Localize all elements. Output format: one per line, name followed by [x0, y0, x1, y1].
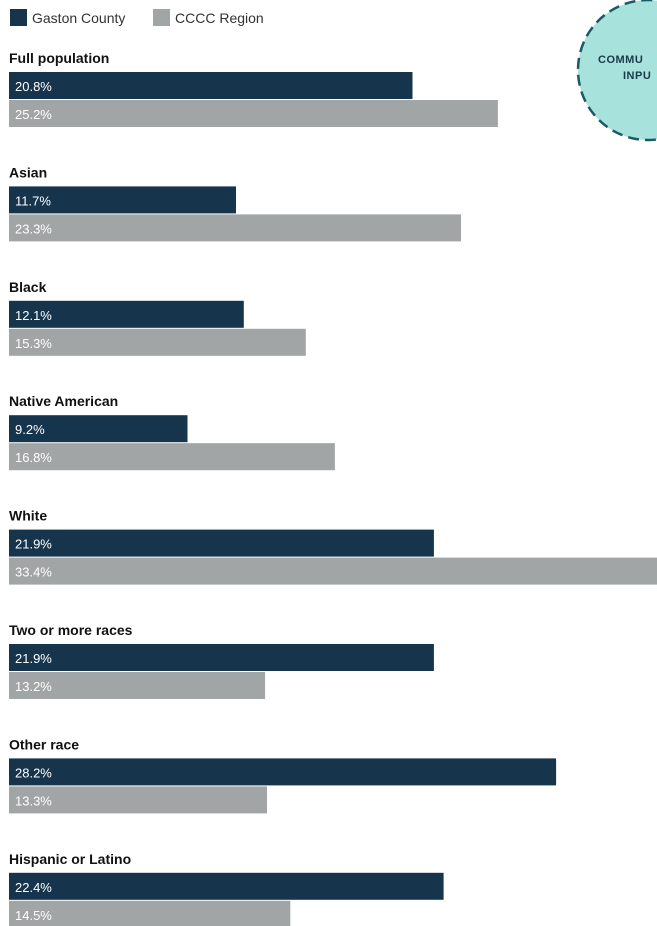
- value-label-cccc-region: 13.3%: [15, 793, 52, 808]
- bar-gaston-county: [9, 529, 434, 557]
- bar-cccc-region: [9, 214, 461, 242]
- category-label: Two or more races: [9, 622, 133, 638]
- category-group: Native American 9.2% 16.8%: [9, 393, 335, 471]
- bar-cccc-region: [9, 672, 266, 699]
- value-label-gaston-county: 12.1%: [15, 308, 52, 323]
- category-group: Full population 20.8% 25.2%: [9, 50, 498, 127]
- value-label-cccc-region: 13.2%: [15, 679, 52, 694]
- legend-swatch-2: [153, 9, 170, 26]
- category-group: Other race 28.2% 13.3%: [9, 736, 557, 814]
- category-group: Asian 11.7% 23.3%: [9, 164, 461, 242]
- value-label-gaston-county: 20.8%: [15, 79, 52, 94]
- category-label: Black: [9, 279, 47, 295]
- bar-gaston-county: [9, 644, 434, 671]
- value-label-cccc-region: 25.2%: [15, 107, 52, 122]
- category-label: Full population: [9, 50, 109, 66]
- legend-label-2: CCCC Region: [175, 10, 264, 26]
- value-label-cccc-region: 23.3%: [15, 221, 52, 236]
- category-label: Native American: [9, 393, 118, 409]
- community-input-badge: COMMU INPU: [576, 0, 657, 142]
- bar-gaston-county: [9, 72, 413, 99]
- bar-gaston-county: [9, 415, 188, 443]
- category-group: Two or more races 21.9% 13.2%: [9, 622, 434, 699]
- value-label-gaston-county: 11.7%: [15, 193, 51, 208]
- bar-cccc-region: [9, 443, 335, 471]
- value-label-gaston-county: 21.9%: [15, 651, 52, 666]
- bar-cccc-region: [9, 328, 306, 356]
- value-label-cccc-region: 16.8%: [15, 450, 52, 465]
- bar-cccc-region: [9, 100, 498, 127]
- bar-gaston-county: [9, 872, 444, 900]
- legend-label-1: Gaston County: [32, 10, 125, 26]
- value-label-gaston-county: 22.4%: [15, 880, 52, 895]
- bar-gaston-county: [9, 758, 557, 786]
- value-label-cccc-region: 14.5%: [15, 908, 52, 923]
- legend-swatch-1: [10, 9, 27, 26]
- badge-line-1: COMMU: [598, 54, 643, 66]
- bar-cccc-region: [9, 786, 267, 814]
- bar-gaston-county: [9, 186, 236, 214]
- category-label: Asian: [9, 164, 47, 180]
- bars: Full population 20.8% 25.2% Asian 11.7% 23.3%…: [9, 50, 657, 926]
- value-label-cccc-region: 33.4%: [15, 565, 52, 580]
- category-label: Other race: [9, 736, 79, 752]
- category-group: Hispanic or Latino 22.4% 14.5%: [9, 851, 444, 926]
- value-label-gaston-county: 21.9%: [15, 537, 52, 552]
- bar-gaston-county: [9, 300, 244, 328]
- badge-circle: [576, 0, 657, 142]
- badge-line-2: INPU: [623, 70, 651, 82]
- category-label: Hispanic or Latino: [9, 851, 131, 867]
- bar-cccc-region: [9, 900, 291, 926]
- category-group: White 21.9% 33.4%: [9, 508, 657, 585]
- value-label-cccc-region: 15.3%: [15, 336, 52, 351]
- legend: Gaston County CCCC Region: [10, 9, 264, 26]
- value-label-gaston-county: 28.2%: [15, 765, 52, 780]
- value-label-gaston-county: 9.2%: [15, 422, 45, 437]
- category-group: Black 12.1% 15.3%: [9, 279, 306, 356]
- category-label: White: [9, 508, 47, 524]
- bar-cccc-region: [9, 557, 657, 585]
